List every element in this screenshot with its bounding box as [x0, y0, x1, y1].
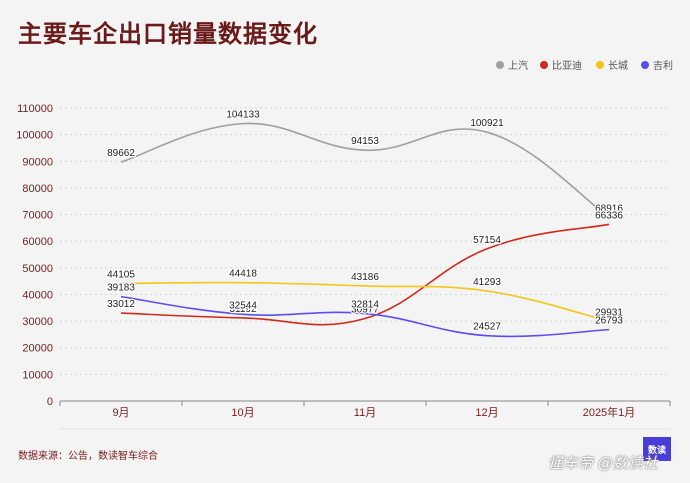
data-label: 100921 [470, 118, 504, 129]
data-label: 31192 [229, 304, 257, 315]
data-label: 44418 [229, 269, 257, 280]
data-label: 32544 [229, 300, 257, 311]
y-tick-label: 40000 [22, 289, 53, 301]
x-tick-label: 11月 [354, 407, 376, 419]
series-line-0 [120, 122, 610, 219]
data-labels: 89662 104133 94153 100921 68916 33012 31192 309… [106, 108, 625, 334]
x-tick-label: 9月 [112, 407, 129, 419]
x-tick-label: 12月 [475, 407, 498, 419]
y-tick-label: 20000 [22, 343, 53, 355]
data-label: 32814 [351, 300, 379, 311]
data-label: 89662 [107, 148, 135, 159]
y-tick-label: 60000 [22, 236, 53, 248]
data-label: 94153 [351, 136, 379, 147]
legend-marker [540, 61, 548, 69]
data-label: 30977 [351, 304, 379, 315]
data-source-note: 数据来源：公告，数读智车综合 [18, 451, 158, 462]
data-label: 43186 [351, 272, 379, 283]
series-line-3 [120, 295, 610, 338]
data-label: 29931 [595, 307, 623, 318]
series-line-2 [120, 281, 610, 323]
data-label: 57154 [473, 235, 501, 246]
y-tick-label: 90000 [22, 156, 53, 168]
x-tick-label: 10月 [231, 407, 254, 419]
data-label: 24527 [473, 322, 501, 333]
legend-marker [641, 61, 649, 69]
y-tick-label: 10000 [22, 369, 53, 381]
data-label: 66336 [595, 210, 623, 221]
legend: 上汽 比亚迪 长城 吉利 [496, 59, 673, 72]
y-tick-label: 110000 [17, 103, 53, 115]
watermark: 懂车帝 @数读社 [548, 454, 658, 472]
x-tick-label: 2025年1月 [583, 405, 636, 419]
y-axis: 0 10000 20000 30000 40000 50000 60000 70000 8000… [16, 103, 53, 408]
y-tick-label: 100000 [16, 130, 53, 142]
data-label: 26793 [595, 316, 623, 327]
series-lines [120, 122, 610, 338]
y-tick-label: 0 [47, 396, 53, 408]
y-tick-label: 70000 [22, 210, 53, 222]
brand-logo: 数读 [643, 437, 671, 461]
y-tick-label: 50000 [22, 263, 53, 275]
series-line-1 [120, 223, 610, 326]
legend-marker [596, 61, 604, 69]
y-tick-label: 80000 [22, 183, 53, 195]
data-label: 33012 [107, 299, 135, 310]
y-tick-label: 30000 [22, 316, 53, 328]
legend-label: 吉利 [653, 60, 673, 72]
data-label: 68916 [595, 203, 623, 214]
legend-label: 比亚迪 [552, 60, 582, 72]
data-label: 44105 [107, 270, 135, 281]
legend-marker [496, 61, 504, 69]
data-label: 39183 [107, 283, 135, 294]
grid-lines [60, 107, 670, 375]
chart-title: 主要车企出口销量数据变化 [18, 20, 318, 48]
data-label: 41293 [473, 277, 501, 288]
legend-label: 长城 [608, 60, 628, 72]
x-axis: 9月 10月 11月 12月 2025年1月 [59, 400, 671, 430]
legend-label: 上汽 [508, 59, 528, 72]
data-label: 104133 [226, 110, 260, 121]
